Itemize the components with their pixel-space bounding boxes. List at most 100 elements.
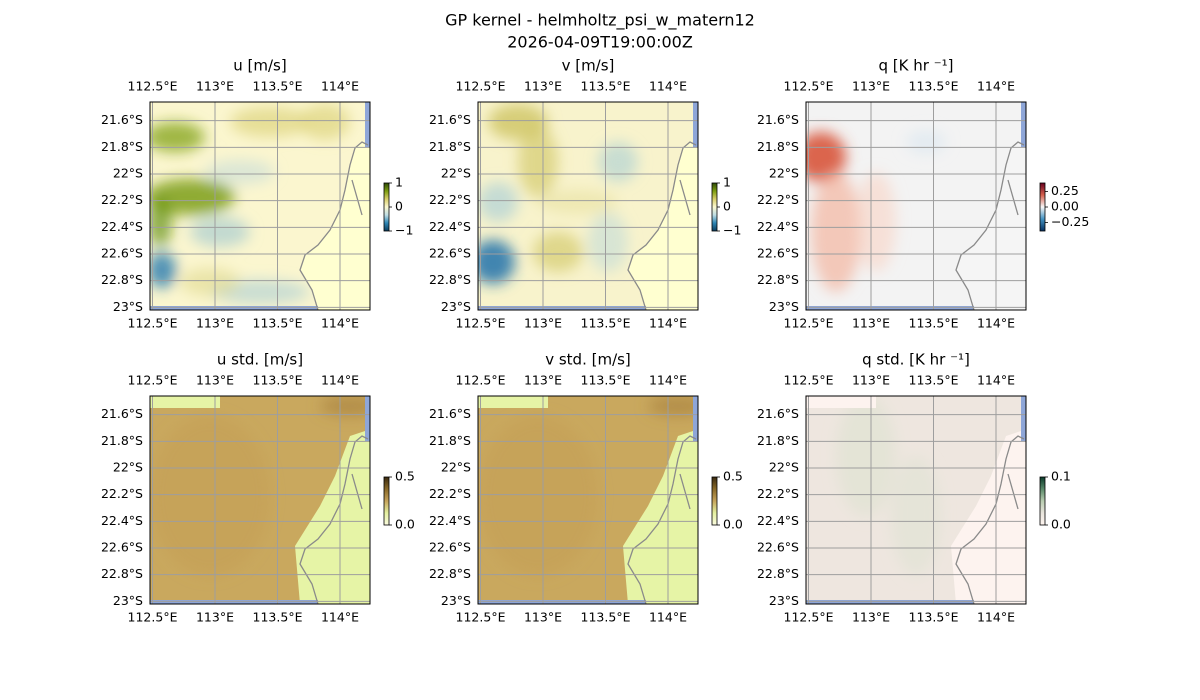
colorbar [1039,182,1046,232]
panel-title: v [m/s] [562,57,615,75]
colorbar-tick-label: −1 [723,223,741,238]
colorbar-tick-label: 0 [723,199,731,214]
y-tick-label: 22°S [441,460,471,475]
colorbar [383,476,390,526]
x-tick-label: 113°E [524,610,562,625]
y-tick-label: 21.6°S [429,406,471,421]
colorbar-tick-label: 1 [723,175,731,190]
field-blobs [806,130,946,292]
outside [365,102,370,147]
y-tick-label: 22°S [113,166,143,181]
panel-frame [805,101,1027,311]
x-tick-label: 113.5°E [253,373,303,388]
y-tick-label: 21.8°S [429,433,471,448]
field [150,396,370,604]
coastline [1007,473,1019,510]
field-blob [906,130,946,154]
colorbar [711,476,718,526]
x-tick-label: 113°E [852,79,890,94]
field-blob [150,197,172,247]
y-tick-label: 22.4°S [757,513,799,528]
field [806,396,1026,604]
land [806,396,876,408]
x-tick-label: 113°E [524,316,562,331]
x-tick-label: 113.5°E [253,316,303,331]
x-tick-label: 112.5°E [784,79,834,94]
outside [806,600,974,604]
x-tick-label: 114°E [977,373,1015,388]
field-blob [478,240,515,284]
outside [478,306,646,310]
colorbar-tick-label: 0.25 [1051,183,1079,198]
y-tick-label: 22.6°S [757,540,799,555]
y-tick-label: 21.8°S [101,139,143,154]
outside [150,600,318,604]
outside [365,396,370,441]
y-tick-label: 22.4°S [101,219,143,234]
x-tick-label: 112.5°E [128,316,178,331]
x-tick-label: 112.5°E [456,79,506,94]
x-tick-label: 113°E [196,316,234,331]
x-tick-label: 114°E [321,316,359,331]
y-tick-label: 23°S [441,299,471,314]
field-blob [518,127,558,197]
outside [1021,102,1026,147]
x-tick-label: 112.5°E [784,373,834,388]
y-tick-label: 22.6°S [101,246,143,261]
y-tick-label: 21.6°S [757,112,799,127]
x-tick-label: 112.5°E [784,316,834,331]
y-tick-label: 22.6°S [101,540,143,555]
x-tick-label: 114°E [649,79,687,94]
x-tick-label: 114°E [649,373,687,388]
x-tick-label: 114°E [321,79,359,94]
y-tick-label: 23°S [769,299,799,314]
x-tick-label: 113.5°E [909,610,959,625]
colorbar-tick-label: 0.0 [723,517,743,532]
x-tick-label: 112.5°E [456,373,506,388]
colorbar-tick-label: −1 [395,223,413,238]
y-tick-label: 22.4°S [101,513,143,528]
y-tick-label: 22°S [769,460,799,475]
y-tick-label: 23°S [769,593,799,608]
y-tick-label: 21.8°S [757,139,799,154]
land [951,431,1026,604]
colorbar-tick-label: 0.1 [1051,469,1071,484]
y-tick-label: 22.2°S [429,486,471,501]
y-tick-label: 23°S [113,593,143,608]
panel-frame [477,395,699,605]
x-tick-label: 112.5°E [128,610,178,625]
x-tick-label: 114°E [977,316,1015,331]
y-tick-label: 22.4°S [429,219,471,234]
x-tick-label: 112.5°E [456,316,506,331]
coastline [351,179,363,216]
y-tick-label: 22°S [113,460,143,475]
x-tick-label: 113°E [196,610,234,625]
field-blob [856,172,896,272]
x-tick-label: 113°E [852,373,890,388]
y-tick-label: 22°S [441,166,471,181]
field [150,102,370,310]
y-tick-label: 22.8°S [101,272,143,287]
x-tick-label: 113°E [524,79,562,94]
panel-title: u [m/s] [233,57,286,75]
field-blob [811,172,861,292]
coastline [1007,179,1019,216]
y-tick-label: 22.2°S [429,192,471,207]
field-blob [538,190,618,214]
field-blob [588,212,628,272]
panel-frame [149,101,371,311]
x-tick-label: 113.5°E [909,316,959,331]
field-blob [598,142,638,182]
field-blobs [150,396,370,576]
x-tick-label: 113.5°E [581,610,631,625]
field-blob [150,122,205,152]
y-tick-label: 23°S [441,593,471,608]
x-tick-label: 113°E [852,610,890,625]
field-blob [320,396,370,416]
y-tick-label: 21.6°S [757,406,799,421]
outside [693,396,698,441]
panel-title: q [K hr ⁻¹] [879,57,954,75]
colorbar [383,182,390,232]
y-tick-label: 21.8°S [101,433,143,448]
colorbar [711,182,718,232]
